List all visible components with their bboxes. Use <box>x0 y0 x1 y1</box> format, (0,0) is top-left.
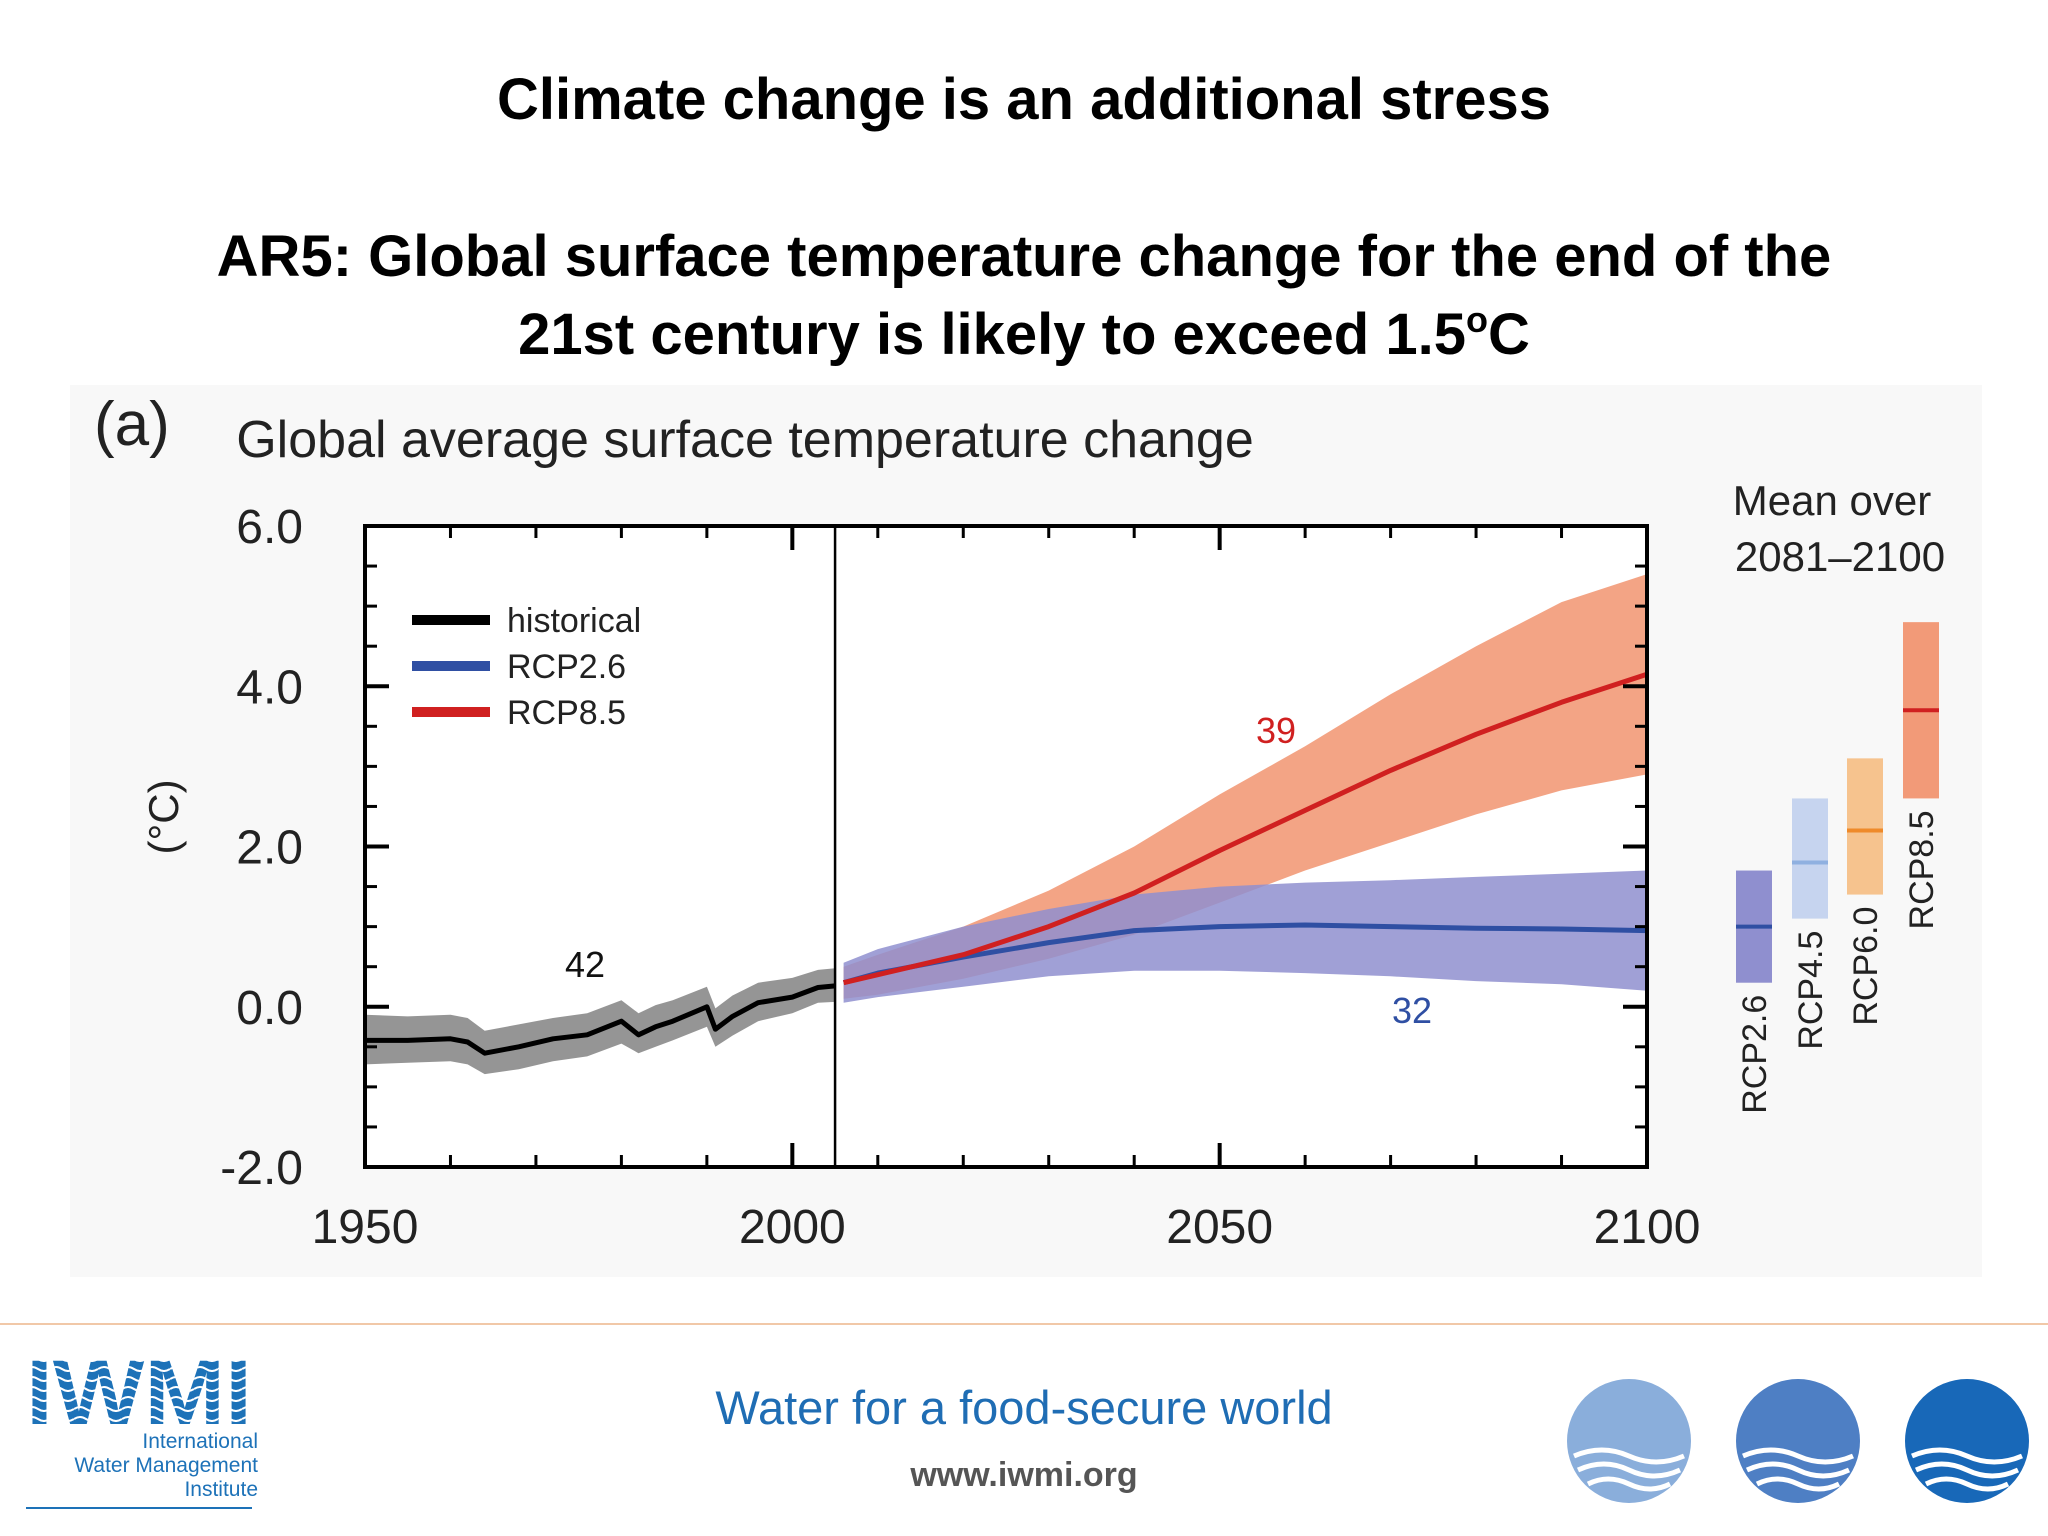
water-orb-dark-icon <box>1905 1379 2029 1503</box>
iwmi-logo-wordmark: IWMI <box>26 1352 252 1432</box>
temperature-chart: (a) Global average surface temperature c… <box>94 390 1945 1254</box>
series-line-rcp8-5 <box>843 671 1648 986</box>
side-bar-label-rcp2-6: RCP2.6 <box>1736 995 1774 1114</box>
band-rcp8-5 <box>843 574 1647 999</box>
water-orb-medium-icon <box>1736 1379 1860 1503</box>
logo-line-2: Water Management <box>74 1454 258 1477</box>
annotation-historical-models: 42 <box>565 944 605 985</box>
side-bar-rcp4-5 <box>1792 798 1828 919</box>
footer-divider <box>0 1323 2048 1325</box>
logo-line-1: International <box>142 1430 258 1453</box>
legend-label-historical: historical <box>507 602 641 640</box>
y-tick-label-4.0: 4.0 <box>236 661 303 714</box>
legend-label-rcp2-6: RCP2.6 <box>507 648 626 686</box>
chart-title: Global average surface temperature chang… <box>236 411 1254 469</box>
annotation-rcp26-models: 32 <box>1392 990 1432 1031</box>
side-bar-rcp6-0 <box>1847 758 1883 895</box>
slide-subtitle: AR5: Global surface temperature change f… <box>0 218 2048 374</box>
x-tick-label-1950: 1950 <box>312 1201 419 1254</box>
subtitle-line-2-text: 21st century is likely to exceed 1.5 <box>518 302 1466 367</box>
iwmi-logo: IWMI International Water Management Inst… <box>26 1352 258 1512</box>
iwmi-logo-letters: IWMI <box>26 1352 252 1432</box>
x-tick-label-2000: 2000 <box>739 1201 846 1254</box>
annotation-rcp85-models: 39 <box>1256 710 1296 751</box>
y-tick-label--2.0: -2.0 <box>220 1142 303 1195</box>
footer-tagline: Water for a food-secure world <box>715 1381 1333 1434</box>
panel-label: (a) <box>94 390 170 459</box>
side-bar-label-rcp4-5: RCP4.5 <box>1792 931 1830 1050</box>
plot-background <box>365 526 1647 1167</box>
subtitle-line-1: AR5: Global surface temperature change f… <box>216 224 1832 289</box>
side-panel-title-line-1: Mean over <box>1733 477 1931 524</box>
x-tick-label-2100: 2100 <box>1594 1201 1701 1254</box>
slide-title: Climate change is an additional stress <box>497 67 1551 132</box>
subtitle-line-2: 21st century is likely to exceed 1.5oC <box>0 296 2048 374</box>
series-line-historical <box>365 983 836 1056</box>
plot-layer: 1950 2000 2050 2100 6.0 4.0 2.0 0.0 -2.0 historic… <box>220 501 1941 1254</box>
water-orb-light-icon <box>1567 1379 1691 1503</box>
logo-underline <box>26 1507 252 1509</box>
side-bar-label-rcp8-5: RCP8.5 <box>1903 810 1941 929</box>
band-rcp2-6 <box>843 870 1647 1003</box>
y-tick-label-6.0: 6.0 <box>236 501 303 554</box>
footer-website: www.iwmi.org <box>910 1456 1138 1494</box>
y-tick-label-2.0: 2.0 <box>236 822 303 875</box>
chart-area: (a) Global average surface temperature c… <box>70 385 1982 1277</box>
side-panel-title-line-2: 2081–2100 <box>1735 533 1945 580</box>
logo-line-3: Institute <box>184 1478 258 1501</box>
y-axis-label: (°C) <box>140 779 187 854</box>
band-historical <box>365 968 836 1075</box>
side-bar-label-rcp6-0: RCP6.0 <box>1847 907 1885 1026</box>
y-tick-label-0.0: 0.0 <box>236 982 303 1035</box>
x-tick-label-2050: 2050 <box>1166 1201 1273 1254</box>
subtitle-unit: C <box>1487 302 1530 367</box>
legend-label-rcp8-5: RCP8.5 <box>507 694 626 732</box>
subtitle-degree-sup: o <box>1465 299 1488 340</box>
